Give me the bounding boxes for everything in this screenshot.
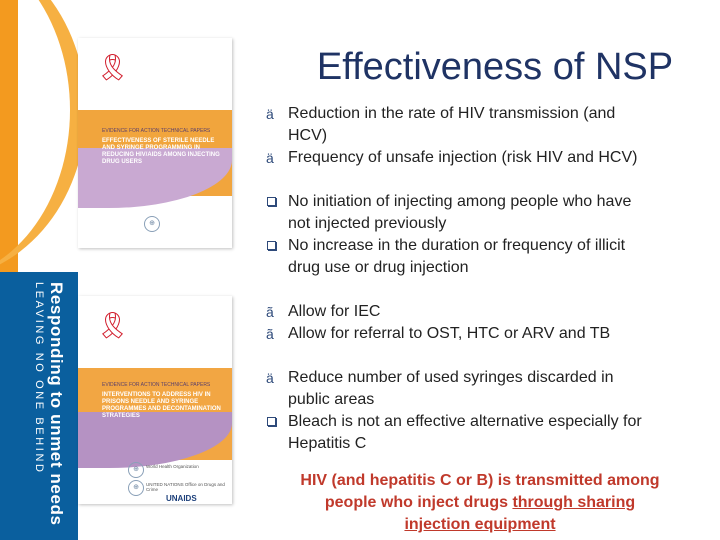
bullet-item: ä Frequency of unsafe injection (risk HI… <box>266 147 706 169</box>
bullet-item: ä Reduction in the rate of HIV transmiss… <box>266 103 706 147</box>
left-brand-band: Responding to unmet needs LEAVING NO ONE… <box>0 0 78 540</box>
cover-title: INTERVENTIONS TO ADDRESS HIV IN PRISONS … <box>102 392 221 419</box>
cover-series-label: EVIDENCE FOR ACTION TECHNICAL PAPERS <box>102 382 211 388</box>
red-ribbon-icon: 🎗 <box>96 310 130 340</box>
bullet-text-cont: public areas <box>288 391 375 408</box>
cover-title: EFFECTIVENESS OF STERILE NEEDLE AND SYRI… <box>102 138 220 165</box>
bullet-text: Reduce number of used syringes discarded… <box>288 369 614 386</box>
bullet-item: ä Reduce number of used syringes discard… <box>266 367 706 411</box>
bullet-item: ã Allow for referral to OST, HTC or ARV … <box>266 323 706 345</box>
cover-series-label: EVIDENCE FOR ACTION TECHNICAL PAPERS <box>102 128 211 134</box>
bullet-text: Allow for referral to OST, HTC or ARV an… <box>288 325 611 342</box>
slogan-main: Responding to unmet needs <box>47 282 66 526</box>
bullet-text: Bleach is not an effective alternative e… <box>288 413 642 430</box>
conclusion-line-1: HIV (and hepatitis C or B) is transmitte… <box>300 472 660 489</box>
bullet-text-cont: not injected previously <box>288 215 447 232</box>
red-ribbon-icon: 🎗 <box>96 52 130 82</box>
conclusion-line-2: people who inject drugs <box>324 494 513 511</box>
arrow-bullet-icon: ä <box>266 370 274 386</box>
slide-title: Effectiveness of NSP <box>316 46 674 88</box>
checkbox-bullet-icon <box>267 241 276 250</box>
bullet-text-cont: drug use or drug injection <box>288 259 469 276</box>
who-emblem-icon: ⊕ <box>128 462 144 478</box>
bullet-text: No increase in the duration or frequency… <box>288 237 626 254</box>
bullet-item: Bleach is not an effective alternative e… <box>266 411 706 455</box>
unaids-logo: UNAIDS <box>166 494 197 503</box>
unodc-org-name: UNITED NATIONS Office on Drugs and Crime <box>146 482 225 492</box>
bullet-item: No increase in the duration or frequency… <box>266 235 706 279</box>
who-emblem-icon: ⊕ <box>144 216 160 232</box>
report-cover-prisons: 🎗 EVIDENCE FOR ACTION TECHNICAL PAPERS I… <box>78 296 232 504</box>
bullet-text: Allow for IEC <box>288 303 381 320</box>
report-cover-nsp-effectiveness: 🎗 EVIDENCE FOR ACTION TECHNICAL PAPERS E… <box>78 38 232 248</box>
bullet-text: Frequency of unsafe injection (risk HIV … <box>288 149 638 166</box>
conclusion-emphasis-1: through sharing <box>512 494 636 511</box>
bullet-item: ã Allow for IEC <box>266 301 706 323</box>
checkbox-bullet-icon <box>267 417 276 426</box>
bullet-text: No initiation of injecting among people … <box>288 193 632 210</box>
orange-arc-decoration <box>0 0 78 280</box>
conclusion-emphasis-2: injection equipment <box>404 516 556 533</box>
blue-slogan-band <box>0 272 78 540</box>
who-org-name: World Health Organization <box>146 464 199 469</box>
bullet-item: No initiation of injecting among people … <box>266 191 706 235</box>
bullet-text: Reduction in the rate of HIV transmissio… <box>288 105 616 122</box>
arrow-bullet-icon: ã <box>266 304 274 320</box>
vertical-slogan: Responding to unmet needs LEAVING NO ONE… <box>32 282 66 526</box>
conclusion-statement: HIV (and hepatitis C or B) is transmitte… <box>270 470 690 536</box>
unodc-emblem-icon: ⊕ <box>128 480 144 496</box>
bullet-text-cont: Hepatitis C <box>288 435 367 452</box>
arrow-bullet-icon: ä <box>266 106 274 122</box>
arrow-bullet-icon: ä <box>266 150 274 166</box>
checkbox-bullet-icon <box>267 197 276 206</box>
slogan-sub: LEAVING NO ONE BEHIND <box>33 282 45 475</box>
bullet-list: ä Reduction in the rate of HIV transmiss… <box>266 103 706 455</box>
bullet-text-cont: HCV) <box>288 127 328 144</box>
arrow-bullet-icon: ã <box>266 326 274 342</box>
